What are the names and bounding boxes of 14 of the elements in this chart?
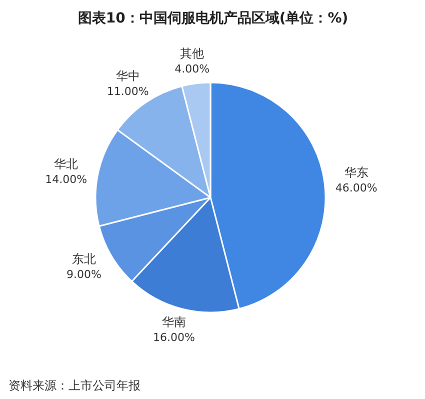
data-label: 4.00%	[174, 62, 210, 76]
slice-label: 华南	[162, 315, 186, 330]
data-label: 9.00%	[66, 268, 102, 282]
text: 资料来源：上市公司年报	[8, 378, 140, 392]
slice-label: 华东	[344, 165, 368, 180]
slice-label: 东北	[72, 252, 96, 266]
data-label: 11.00%	[106, 85, 149, 98]
slice-label: 其他	[180, 46, 204, 61]
slice-label: 华北	[54, 156, 78, 171]
data-label: 16.00%	[152, 331, 195, 344]
data-label: 46.00%	[335, 181, 378, 194]
data-label: 14.00%	[45, 172, 88, 186]
slice-label: 华中	[116, 69, 140, 84]
chart-title: 图表10：中国伺服电机产品区域(单位：%)	[78, 10, 348, 26]
